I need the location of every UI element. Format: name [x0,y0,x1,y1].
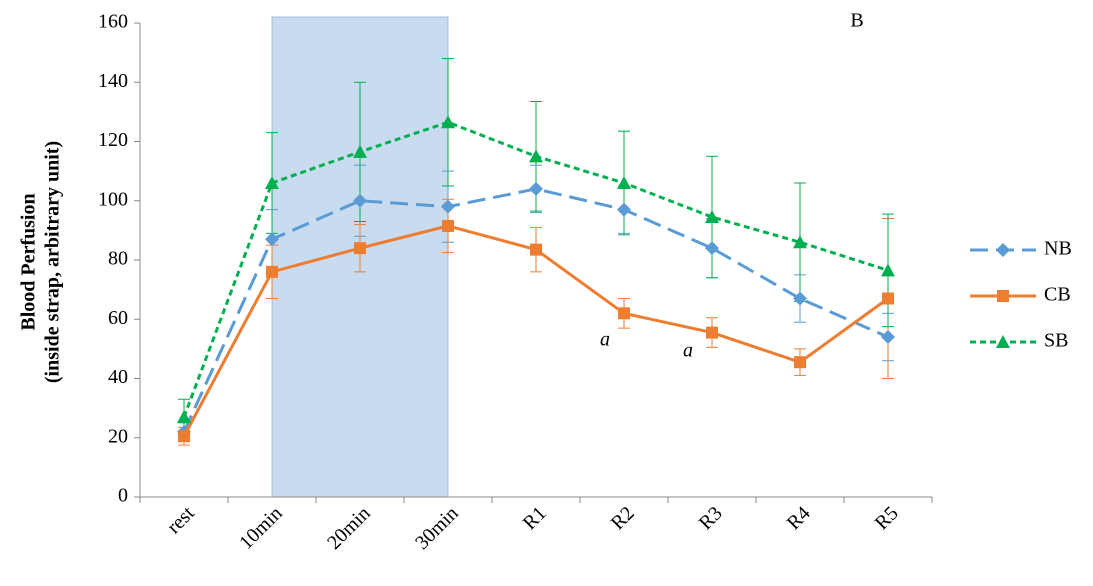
marker [178,430,190,443]
y-tick-label: 100 [98,188,128,210]
marker [794,356,806,369]
marker [793,291,807,306]
x-tick-label: R2 [607,502,639,534]
x-tick-label: R3 [695,502,727,534]
marker [705,241,719,256]
marker [441,115,455,129]
y-tick-label: 80 [108,248,128,270]
y-tick-label: 0 [118,485,128,507]
marker [881,263,895,277]
y-tick-label: 120 [98,129,128,151]
panel-label: B [850,10,863,32]
marker [996,243,1010,257]
y-axis-label: (inside strap, arbitrary unit) [42,141,64,383]
marker [530,243,542,256]
annotation: a [683,340,693,362]
x-tick-label: R4 [783,502,815,534]
y-tick-label: 20 [108,425,128,447]
marker [881,330,895,345]
marker [265,175,279,189]
marker [353,193,367,208]
marker [529,181,543,196]
marker [705,210,719,224]
legend-label: CB [1044,284,1071,306]
marker [793,235,807,249]
y-tick-label: 60 [108,307,128,329]
marker [266,265,278,278]
marker [997,290,1009,302]
x-tick-label: R1 [519,502,551,534]
x-tick-label: 20min [323,502,375,554]
marker [706,326,718,339]
x-tick-label: R5 [871,502,903,534]
marker [354,242,366,255]
marker [353,144,367,158]
marker [882,292,894,305]
marker [617,175,631,189]
y-axis-label: Blood Perfusion [18,193,40,330]
x-tick-label: rest [163,502,199,538]
y-tick-label: 140 [98,70,128,92]
marker [618,307,630,320]
y-tick-label: 160 [98,11,128,33]
x-tick-label: 30min [411,502,463,554]
marker [177,410,191,424]
legend-label: SB [1044,330,1068,352]
marker [529,149,543,163]
legend-label: NB [1044,238,1072,260]
marker [265,232,279,247]
marker [442,219,454,232]
marker [617,202,631,217]
marker [996,335,1010,348]
x-tick-label: 10min [235,502,287,554]
y-tick-label: 40 [108,366,128,388]
annotation: a [600,329,610,351]
marker [441,199,455,214]
